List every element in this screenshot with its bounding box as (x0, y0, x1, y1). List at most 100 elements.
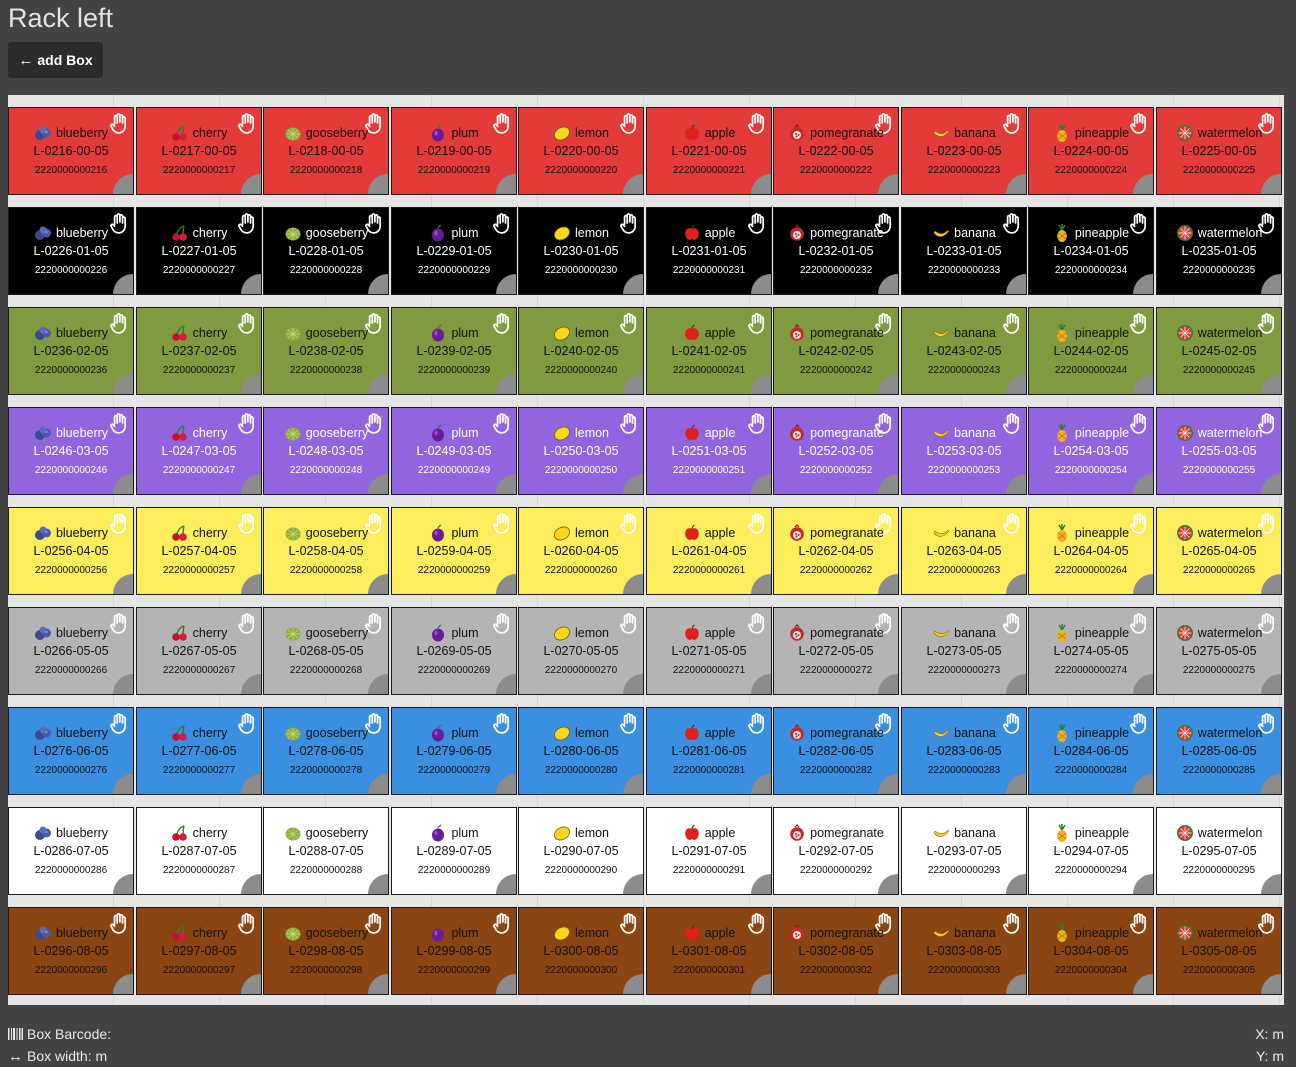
box-tile[interactable]: plum L-0299-08-05 2220000000299 (391, 907, 517, 995)
hand-grab-icon[interactable] (491, 812, 513, 834)
hand-grab-icon[interactable] (746, 612, 768, 634)
box-tile[interactable]: lemon L-0290-07-05 2220000000290 (518, 807, 644, 895)
box-tile[interactable]: cherry L-0257-04-05 2220000000257 (136, 507, 262, 595)
box-tile[interactable]: pineapple L-0254-03-05 2220000000254 (1028, 407, 1154, 495)
resize-corner[interactable] (241, 174, 261, 194)
box-tile[interactable]: lemon L-0260-04-05 2220000000260 (518, 507, 644, 595)
hand-grab-icon[interactable] (1256, 212, 1278, 234)
box-tile[interactable]: banana L-0233-01-05 2220000000233 (901, 207, 1027, 295)
hand-grab-icon[interactable] (618, 512, 640, 534)
box-tile[interactable]: apple L-0221-00-05 2220000000221 (646, 107, 772, 195)
box-tile[interactable]: banana L-0303-08-05 2220000000303 (901, 907, 1027, 995)
box-tile[interactable]: blueberry L-0236-02-05 2220000000236 (8, 307, 134, 395)
hand-grab-icon[interactable] (1001, 812, 1023, 834)
box-tile[interactable]: plum L-0239-02-05 2220000000239 (391, 307, 517, 395)
resize-corner[interactable] (496, 174, 516, 194)
hand-grab-icon[interactable] (108, 312, 130, 334)
hand-grab-icon[interactable] (491, 712, 513, 734)
hand-grab-icon[interactable] (746, 412, 768, 434)
resize-corner[interactable] (1133, 874, 1153, 894)
box-tile[interactable]: watermelon L-0235-01-05 2220000000235 (1156, 207, 1282, 295)
resize-corner[interactable] (751, 474, 771, 494)
box-tile[interactable]: cherry L-0277-06-05 2220000000277 (136, 707, 262, 795)
resize-corner[interactable] (368, 974, 388, 994)
hand-grab-icon[interactable] (108, 512, 130, 534)
hand-grab-icon[interactable] (1001, 312, 1023, 334)
hand-grab-icon[interactable] (1128, 712, 1150, 734)
box-tile[interactable]: watermelon L-0225-00-05 2220000000225 (1156, 107, 1282, 195)
resize-corner[interactable] (368, 774, 388, 794)
resize-corner[interactable] (878, 274, 898, 294)
box-tile[interactable]: pineapple L-0264-04-05 2220000000264 (1028, 507, 1154, 595)
hand-grab-icon[interactable] (746, 512, 768, 534)
box-tile[interactable]: gooseberry L-0268-05-05 2220000000268 (263, 607, 389, 695)
resize-corner[interactable] (113, 674, 133, 694)
resize-corner[interactable] (1133, 974, 1153, 994)
box-tile[interactable]: lemon L-0240-02-05 2220000000240 (518, 307, 644, 395)
hand-grab-icon[interactable] (236, 512, 258, 534)
hand-grab-icon[interactable] (873, 512, 895, 534)
hand-grab-icon[interactable] (746, 812, 768, 834)
resize-corner[interactable] (1133, 574, 1153, 594)
hand-grab-icon[interactable] (1128, 412, 1150, 434)
hand-grab-icon[interactable] (618, 912, 640, 934)
hand-grab-icon[interactable] (873, 712, 895, 734)
resize-corner[interactable] (623, 274, 643, 294)
resize-corner[interactable] (1261, 474, 1281, 494)
resize-corner[interactable] (623, 674, 643, 694)
hand-grab-icon[interactable] (746, 212, 768, 234)
box-tile[interactable]: banana L-0263-04-05 2220000000263 (901, 507, 1027, 595)
box-tile[interactable]: gooseberry L-0248-03-05 2220000000248 (263, 407, 389, 495)
hand-grab-icon[interactable] (1128, 812, 1150, 834)
box-tile[interactable]: banana L-0283-06-05 2220000000283 (901, 707, 1027, 795)
hand-grab-icon[interactable] (1128, 312, 1150, 334)
box-tile[interactable]: blueberry L-0256-04-05 2220000000256 (8, 507, 134, 595)
resize-corner[interactable] (1006, 474, 1026, 494)
hand-grab-icon[interactable] (746, 112, 768, 134)
hand-grab-icon[interactable] (1256, 812, 1278, 834)
resize-corner[interactable] (878, 174, 898, 194)
box-tile[interactable]: apple L-0241-02-05 2220000000241 (646, 307, 772, 395)
box-tile[interactable]: cherry L-0267-05-05 2220000000267 (136, 607, 262, 695)
box-tile[interactable]: apple L-0291-07-05 2220000000291 (646, 807, 772, 895)
resize-corner[interactable] (1261, 374, 1281, 394)
hand-grab-icon[interactable] (1256, 512, 1278, 534)
resize-corner[interactable] (623, 374, 643, 394)
resize-corner[interactable] (1133, 474, 1153, 494)
hand-grab-icon[interactable] (108, 212, 130, 234)
hand-grab-icon[interactable] (746, 312, 768, 334)
box-tile[interactable]: apple L-0271-05-05 2220000000271 (646, 607, 772, 695)
box-tile[interactable]: cherry L-0217-00-05 2220000000217 (136, 107, 262, 195)
resize-corner[interactable] (623, 174, 643, 194)
hand-grab-icon[interactable] (873, 612, 895, 634)
resize-corner[interactable] (1006, 774, 1026, 794)
box-tile[interactable]: gooseberry L-0288-07-05 2220000000288 (263, 807, 389, 895)
box-tile[interactable]: pineapple L-0274-05-05 2220000000274 (1028, 607, 1154, 695)
box-tile[interactable]: pomegranate L-0292-07-05 2220000000292 (773, 807, 899, 895)
box-tile[interactable]: lemon L-0220-00-05 2220000000220 (518, 107, 644, 195)
hand-grab-icon[interactable] (1128, 512, 1150, 534)
resize-corner[interactable] (113, 574, 133, 594)
resize-corner[interactable] (368, 274, 388, 294)
resize-corner[interactable] (623, 574, 643, 594)
box-tile[interactable]: banana L-0253-03-05 2220000000253 (901, 407, 1027, 495)
hand-grab-icon[interactable] (363, 912, 385, 934)
box-tile[interactable]: watermelon L-0295-07-05 2220000000295 (1156, 807, 1282, 895)
box-tile[interactable]: watermelon L-0265-04-05 2220000000265 (1156, 507, 1282, 595)
resize-corner[interactable] (623, 874, 643, 894)
resize-corner[interactable] (751, 174, 771, 194)
box-tile[interactable]: blueberry L-0276-06-05 2220000000276 (8, 707, 134, 795)
resize-corner[interactable] (751, 974, 771, 994)
resize-corner[interactable] (368, 174, 388, 194)
hand-grab-icon[interactable] (1001, 612, 1023, 634)
resize-corner[interactable] (241, 874, 261, 894)
box-tile[interactable]: apple L-0301-08-05 2220000000301 (646, 907, 772, 995)
resize-corner[interactable] (368, 674, 388, 694)
hand-grab-icon[interactable] (873, 212, 895, 234)
hand-grab-icon[interactable] (236, 612, 258, 634)
hand-grab-icon[interactable] (873, 812, 895, 834)
box-tile[interactable]: banana L-0243-02-05 2220000000243 (901, 307, 1027, 395)
box-tile[interactable]: banana L-0273-05-05 2220000000273 (901, 607, 1027, 695)
resize-corner[interactable] (496, 274, 516, 294)
hand-grab-icon[interactable] (363, 412, 385, 434)
